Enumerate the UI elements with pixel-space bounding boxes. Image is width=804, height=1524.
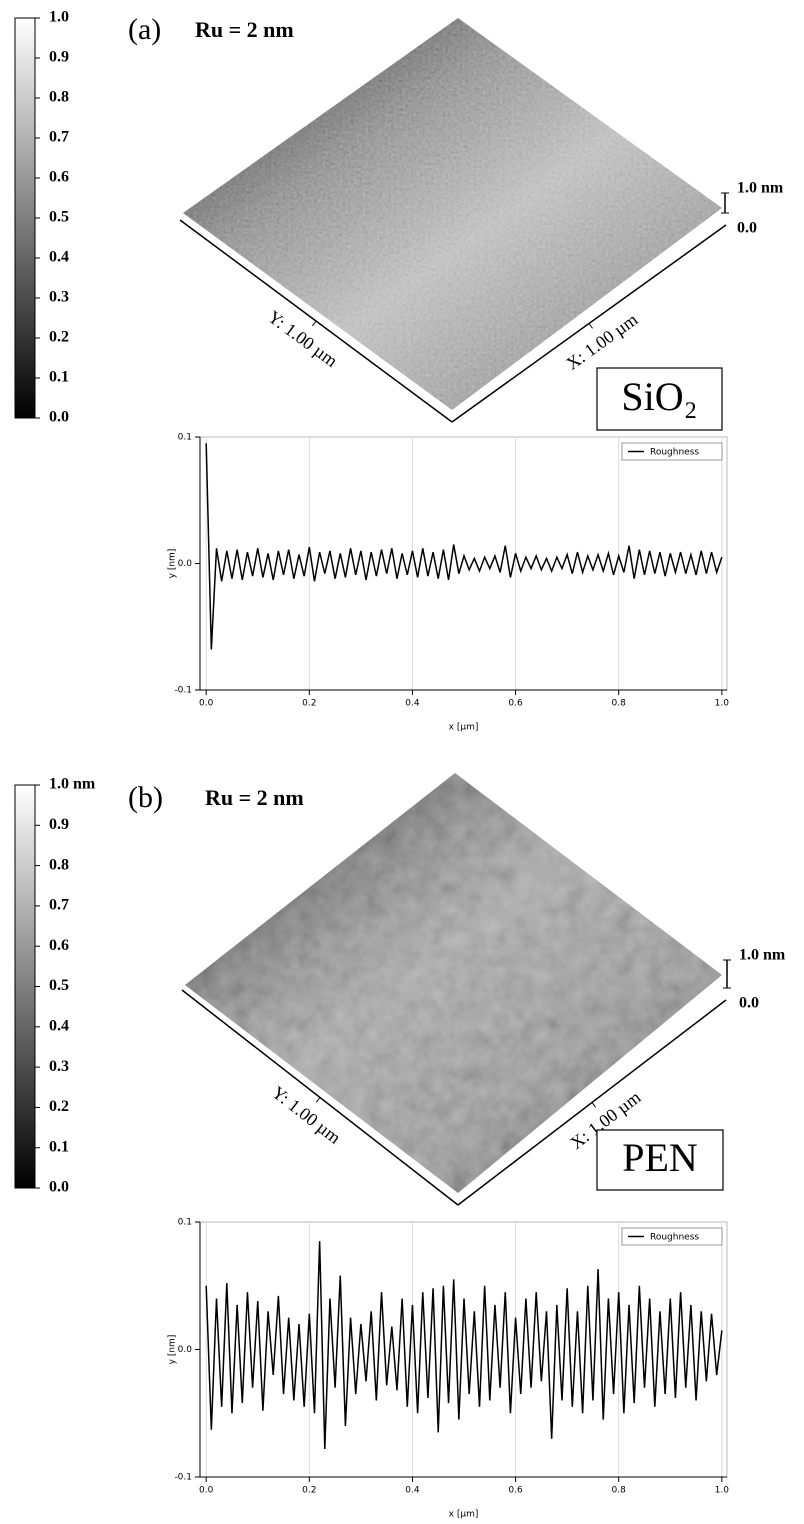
colorbar-tick-label: 0.7 <box>49 129 69 146</box>
colorbar-tick-label: 0.8 <box>49 89 69 106</box>
z-tick-label: 0.0 <box>739 995 759 1012</box>
x-tick-label: 0.6 <box>508 699 523 709</box>
legend-label: Roughness <box>650 448 699 458</box>
colorbar-tick-label: 0.8 <box>49 856 69 873</box>
data-line <box>205 443 723 650</box>
y-axis-tick <box>315 1097 321 1103</box>
colorbar-tick-label: 0.0 <box>49 1179 69 1196</box>
x-axis-title: x [µm] <box>449 723 479 733</box>
colorbar-tick-label: 0.4 <box>49 249 69 266</box>
y-tick-label: -0.1 <box>174 686 192 696</box>
colorbar-tick-label: 0.6 <box>49 169 69 186</box>
x-axis-tick <box>591 1102 597 1108</box>
y-axis-title: y [nm] <box>168 1335 178 1365</box>
x-tick-label: 1.0 <box>715 1486 730 1496</box>
colorbar-tick-label: 0.5 <box>49 977 69 994</box>
data-line <box>205 1241 723 1449</box>
x-tick-label: 0.6 <box>508 1486 523 1496</box>
colorbar <box>14 17 36 419</box>
colorbar-tick-label: 0.4 <box>49 1017 69 1034</box>
colorbar-tick-label: 0.9 <box>49 49 69 66</box>
y-tick-label: 0.1 <box>178 433 192 443</box>
plot-frame <box>199 436 728 691</box>
colorbar-tick-label: 0.2 <box>49 1098 69 1115</box>
x-tick-label: 0.4 <box>405 699 420 709</box>
colorbar-tick-label: 0.7 <box>49 897 69 914</box>
y-tick-label: 0.1 <box>178 1218 192 1228</box>
legend-box <box>621 442 723 461</box>
sample-label: PEN <box>622 1135 698 1180</box>
colorbar-tick-label: 0.3 <box>49 289 69 306</box>
surface-texture <box>183 18 722 410</box>
y-axis-title: y [nm] <box>168 549 178 579</box>
colorbar-tick-label: 0.3 <box>49 1058 69 1075</box>
sample-box <box>596 1129 724 1191</box>
y-tick-label: 0.0 <box>178 1345 193 1355</box>
sample-label: SiO₂ <box>621 374 697 419</box>
plot-frame <box>199 1221 728 1478</box>
x-tick-label: 0.0 <box>199 1486 214 1496</box>
panel-title: Ru = 2 nm <box>195 17 294 42</box>
colorbar-tick-label: 0.0 <box>49 409 69 426</box>
z-tick-label: 0.0 <box>737 220 757 237</box>
x-tick-label: 0.2 <box>302 699 316 709</box>
legend-box <box>621 1227 723 1246</box>
x-tick-label: 0.8 <box>612 699 627 709</box>
x-axis-tick <box>588 323 593 329</box>
colorbar-tick-label: 0.5 <box>49 209 69 226</box>
colorbar-tick-label: 1.0 nm <box>49 776 96 793</box>
panel-label: (b) <box>128 781 163 814</box>
y-tick-label: 0.0 <box>178 559 193 569</box>
z-tick-label: 1.0 nm <box>737 180 784 197</box>
x-tick-label: 0.0 <box>199 699 214 709</box>
colorbar-tick-label: 0.2 <box>49 329 69 346</box>
colorbar-tick-label: 0.1 <box>49 1138 69 1155</box>
x-tick-label: 1.0 <box>715 699 730 709</box>
legend-label: Roughness <box>650 1233 699 1243</box>
sample-box <box>596 367 723 431</box>
colorbar <box>14 784 36 1189</box>
x-tick-label: 0.8 <box>612 1486 627 1496</box>
colorbar-tick-label: 0.1 <box>49 369 69 386</box>
x-axis-title: x [µm] <box>449 1510 479 1520</box>
x-tick-label: 0.4 <box>405 1486 420 1496</box>
y-axis-tick <box>312 320 317 327</box>
panel-title: Ru = 2 nm <box>205 785 304 810</box>
panel-label: (a) <box>128 13 161 46</box>
colorbar-tick-label: 0.6 <box>49 937 69 954</box>
y-tick-label: -0.1 <box>174 1473 192 1483</box>
colorbar-tick-label: 0.9 <box>49 816 69 833</box>
z-tick-label: 1.0 nm <box>739 947 786 964</box>
x-axis-label: X: 1.00 µm <box>562 309 641 374</box>
x-tick-label: 0.2 <box>302 1486 316 1496</box>
colorbar-tick-label: 1.0 <box>49 9 69 26</box>
